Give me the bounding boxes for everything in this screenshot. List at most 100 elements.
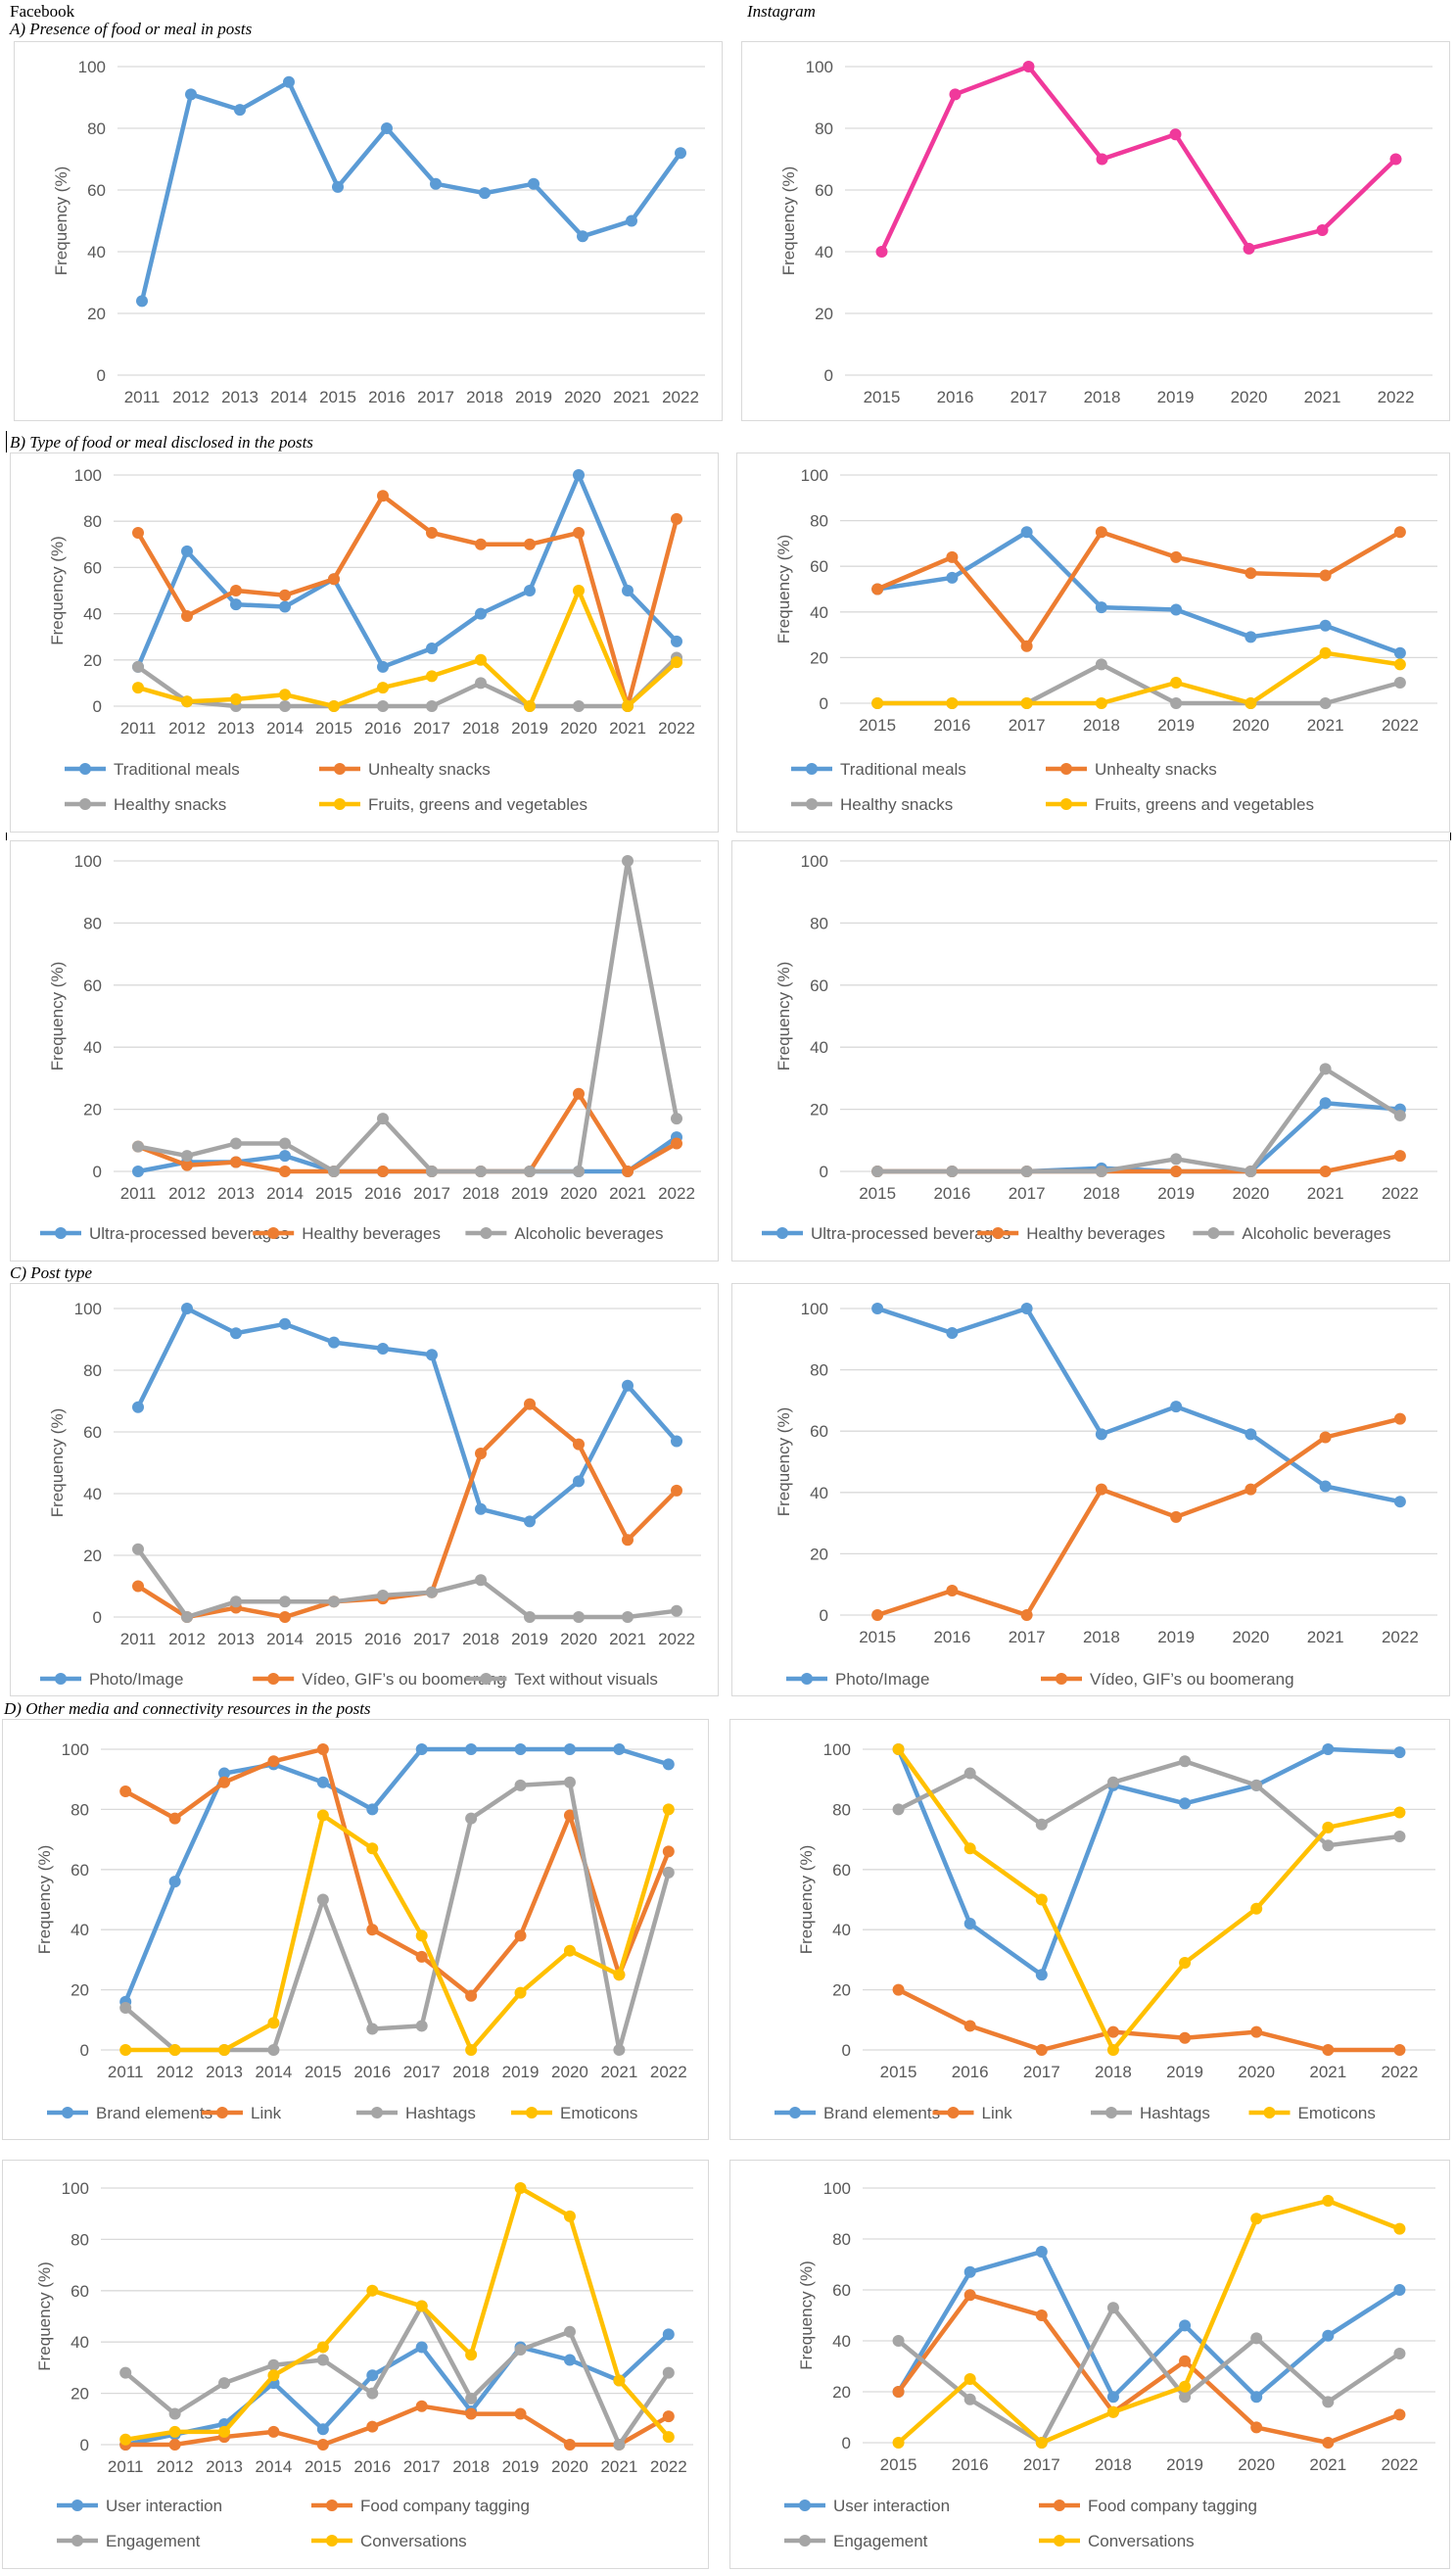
x-tick-label: 2022: [1382, 1628, 1419, 1646]
legend-marker: [806, 763, 818, 775]
y-tick-label: 60: [83, 558, 102, 577]
data-point: [613, 1969, 626, 1981]
data-point: [1319, 646, 1332, 659]
x-tick-label: 2016: [364, 1184, 401, 1203]
y-tick-label: 40: [70, 2333, 89, 2352]
y-tick-label: 100: [823, 1740, 851, 1759]
data-point: [1250, 1902, 1263, 1915]
series-line-healthy-beverages: [135, 1091, 680, 1174]
data-point: [1250, 1779, 1263, 1791]
y-tick-label: 100: [801, 1300, 828, 1318]
data-point: [946, 571, 959, 584]
data-point: [1106, 2302, 1119, 2314]
data-point: [1179, 2391, 1192, 2404]
series-line-conversations: [896, 2198, 1402, 2446]
data-point: [316, 2423, 329, 2436]
x-tick-label: 2012: [157, 2063, 194, 2081]
data-point: [573, 527, 585, 539]
data-point: [465, 2349, 478, 2361]
legend-label: Healthy beverages: [302, 1224, 441, 1243]
data-point: [168, 2425, 181, 2438]
x-tick-label: 2019: [502, 2457, 540, 2476]
data-point: [1322, 1821, 1335, 1833]
data-point: [963, 1842, 976, 1855]
data-point: [963, 2020, 976, 2032]
data-point: [946, 1166, 959, 1177]
data-point: [279, 689, 291, 701]
x-tick-label: 2016: [353, 2457, 391, 2476]
data-point: [132, 1140, 144, 1153]
data-point: [181, 695, 193, 708]
data-point: [181, 1150, 193, 1163]
data-point: [119, 2433, 132, 2446]
data-point: [316, 1743, 329, 1755]
chart-fb-connectivity: 0 20 40 60 80 100 Frequency (%) 2011 2012 2013 201…: [35, 2179, 693, 2550]
legend-marker: [992, 1227, 1005, 1239]
data-point: [267, 2358, 280, 2371]
data-point: [1250, 2391, 1263, 2404]
x-tick-label: 2022: [658, 1630, 695, 1648]
y-axis-title: Frequency (%): [48, 1408, 67, 1517]
data-point: [1106, 1776, 1119, 1788]
data-point: [1393, 1831, 1406, 1843]
data-point: [218, 1767, 231, 1780]
data-point: [662, 1758, 675, 1771]
y-tick-label: 80: [815, 119, 833, 138]
y-tick-label: 0: [93, 697, 102, 716]
y-axis-title: Frequency (%): [797, 1845, 816, 1954]
data-point: [671, 656, 682, 669]
data-point: [1170, 677, 1183, 690]
y-axis-title: Frequency (%): [779, 167, 798, 275]
data-point: [1393, 2348, 1406, 2359]
data-point: [573, 1438, 585, 1451]
x-tick-label: 2022: [1382, 2063, 1419, 2081]
y-tick-label: 40: [832, 1921, 851, 1939]
section-marker-b: [6, 431, 7, 452]
data-point: [1245, 1483, 1257, 1496]
legend-label: Alcoholic beverages: [1242, 1224, 1390, 1243]
legend-label: Hashtags: [405, 2104, 476, 2122]
data-point: [1319, 697, 1332, 709]
y-tick-label: 60: [810, 557, 828, 576]
data-point: [426, 527, 438, 539]
data-point: [465, 1812, 478, 1825]
legend-label: Brand elements: [823, 2104, 940, 2122]
x-tick-label: 2020: [551, 2063, 588, 2081]
data-point: [1022, 61, 1035, 72]
data-point: [279, 589, 291, 601]
y-tick-label: 20: [832, 1981, 851, 2000]
data-point: [1106, 2044, 1119, 2056]
x-tick-label: 2020: [1232, 1184, 1269, 1203]
data-point: [1393, 2408, 1406, 2421]
y-tick-label: 80: [83, 914, 102, 932]
x-tick-label: 2021: [609, 1184, 646, 1203]
legend-label: Alcoholic beverages: [514, 1224, 663, 1243]
data-point: [279, 1317, 291, 1330]
data-point: [1106, 2405, 1119, 2418]
data-point: [892, 2437, 905, 2449]
data-point: [1035, 2309, 1048, 2321]
data-point: [662, 2410, 675, 2423]
data-point: [1393, 2284, 1406, 2296]
series-line-link: [896, 1987, 1402, 2053]
x-tick-label: 2020: [560, 1184, 597, 1203]
data-point: [1170, 1510, 1183, 1523]
chart-panel-fb-beverages: 0 20 40 60 80 100 Frequency (%) 2011 2012 2013 201…: [10, 840, 719, 1262]
data-point: [168, 2044, 181, 2056]
data-point: [1179, 2380, 1192, 2393]
data-point: [366, 2369, 379, 2382]
x-tick-label: 2014: [266, 1630, 304, 1648]
y-tick-label: 60: [70, 2282, 89, 2301]
data-point: [479, 187, 491, 200]
data-point: [377, 660, 389, 673]
data-point: [622, 855, 634, 867]
y-tick-label: 40: [83, 605, 102, 624]
x-tick-label: 2016: [933, 1184, 970, 1203]
data-point: [168, 2439, 181, 2451]
data-point: [1020, 1303, 1033, 1314]
x-tick-label: 2014: [256, 2457, 293, 2476]
x-tick-label: 2017: [413, 1184, 450, 1203]
data-point: [381, 122, 393, 134]
legend-marker: [480, 1673, 493, 1685]
series-line-user-interaction: [122, 2332, 672, 2448]
